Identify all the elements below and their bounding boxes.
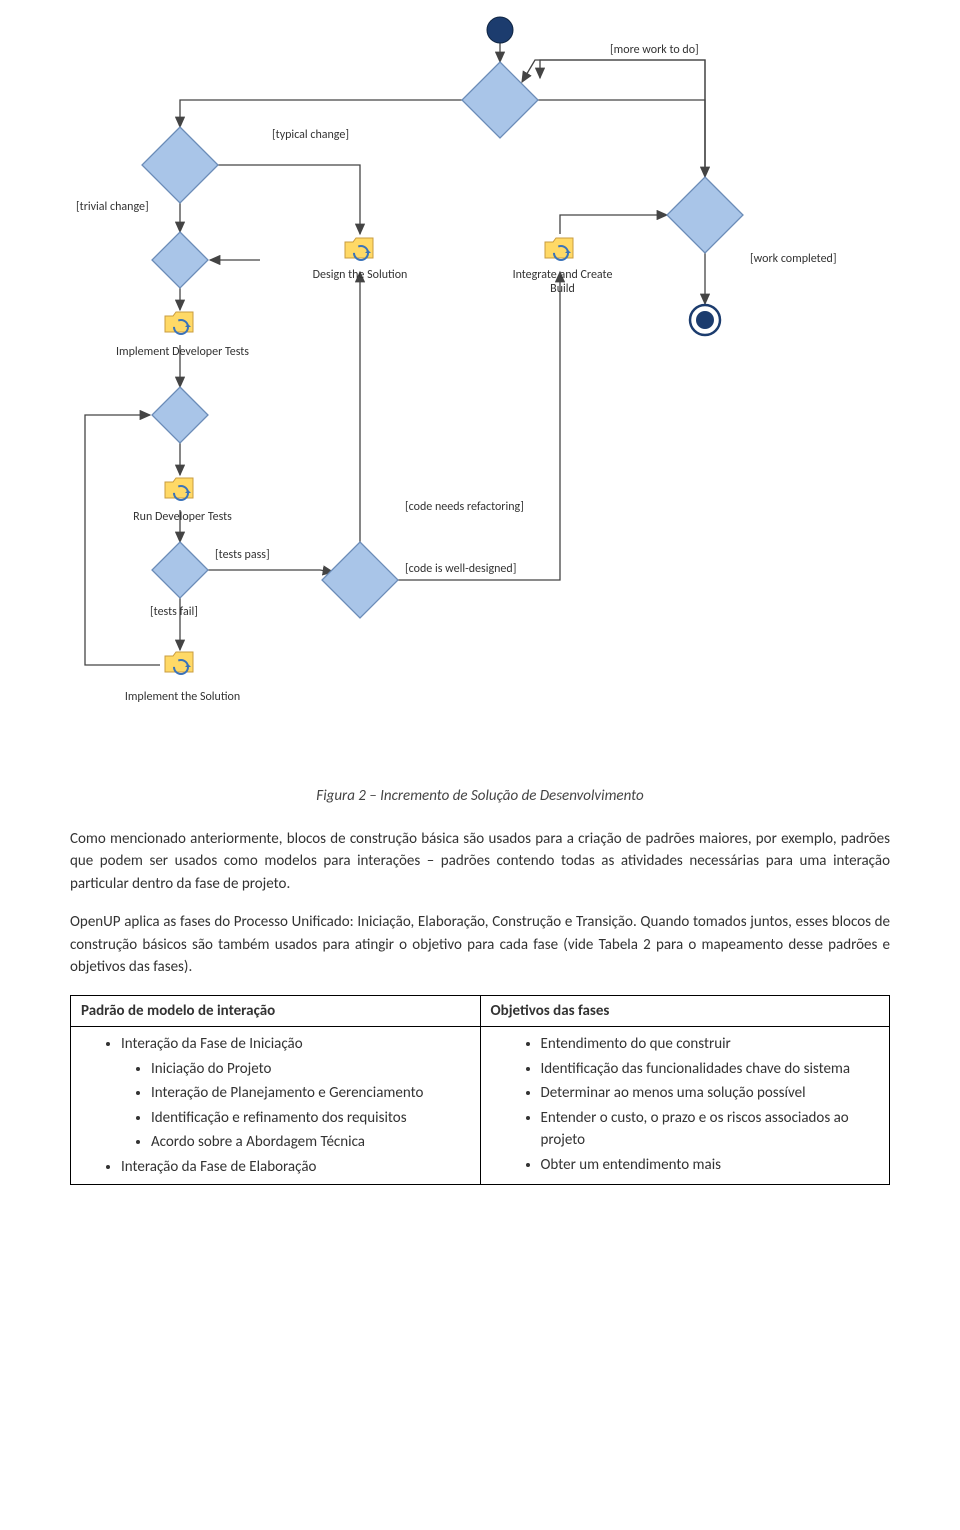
edge-label-trivial-change: [trivial change] [76, 200, 149, 214]
list-item: Iniciação do Projeto [151, 1058, 470, 1081]
list-item-label: Interação da Fase de Iniciação [121, 1035, 303, 1053]
list-item: Determinar ao menos uma solução possível [541, 1082, 880, 1105]
flowchart-diagram: Design the Solution Integrate and Create… [0, 0, 960, 760]
flowchart-svg [0, 0, 960, 760]
mapping-table: Padrão de modelo de interação Objetivos … [70, 995, 890, 1186]
list-item: Interação da Fase de Iniciação Iniciação… [121, 1033, 470, 1154]
edge-label-well-designed: [code is well-designed] [405, 562, 516, 576]
list-item: Entendimento do que construir [541, 1033, 880, 1056]
table-header-right: Objetivos das fases [480, 995, 890, 1027]
list-item: Interação da Fase de Elaboração [121, 1156, 470, 1179]
list-item: Identificação e refinamento dos requisit… [151, 1107, 470, 1130]
edge-label-tests-fail: [tests fail] [150, 605, 198, 619]
edge-label-typical-change: [typical change] [272, 128, 349, 142]
document-body: Figura 2 – Incremento de Solução de Dese… [0, 760, 960, 1215]
table-cell-left: Interação da Fase de Iniciação Iniciação… [71, 1027, 481, 1185]
list-item: Identificação das funcionalidades chave … [541, 1058, 880, 1081]
label-integrate-build: Integrate and CreateBuild [495, 268, 630, 297]
label-design-solution: Design the Solution [300, 268, 420, 282]
table-cell-right: Entendimento do que construir Identifica… [480, 1027, 890, 1185]
list-item: Interação de Planejamento e Gerenciament… [151, 1082, 470, 1105]
table-header-left: Padrão de modelo de interação [71, 995, 481, 1027]
paragraph-2: OpenUP aplica as fases do Processo Unifi… [70, 911, 890, 979]
label-implement-solution: Implement the Solution [110, 690, 255, 704]
paragraph-1: Como mencionado anteriormente, blocos de… [70, 828, 890, 896]
label-run-dev-tests: Run Developer Tests [115, 510, 250, 524]
edge-label-needs-refactoring: [code needs refactoring] [405, 500, 524, 514]
edge-label-more-work: [more work to do] [610, 43, 699, 57]
figure-caption: Figura 2 – Incremento de Solução de Dese… [70, 785, 890, 808]
list-item: Entender o custo, o prazo e os riscos as… [541, 1107, 880, 1152]
edge-label-tests-pass: [tests pass] [215, 548, 270, 562]
edge-label-work-completed: [work completed] [750, 252, 837, 266]
label-implement-dev-tests: Implement Developer Tests [100, 345, 265, 359]
list-item: Obter um entendimento mais [541, 1154, 880, 1177]
list-item: Acordo sobre a Abordagem Técnica [151, 1131, 470, 1154]
